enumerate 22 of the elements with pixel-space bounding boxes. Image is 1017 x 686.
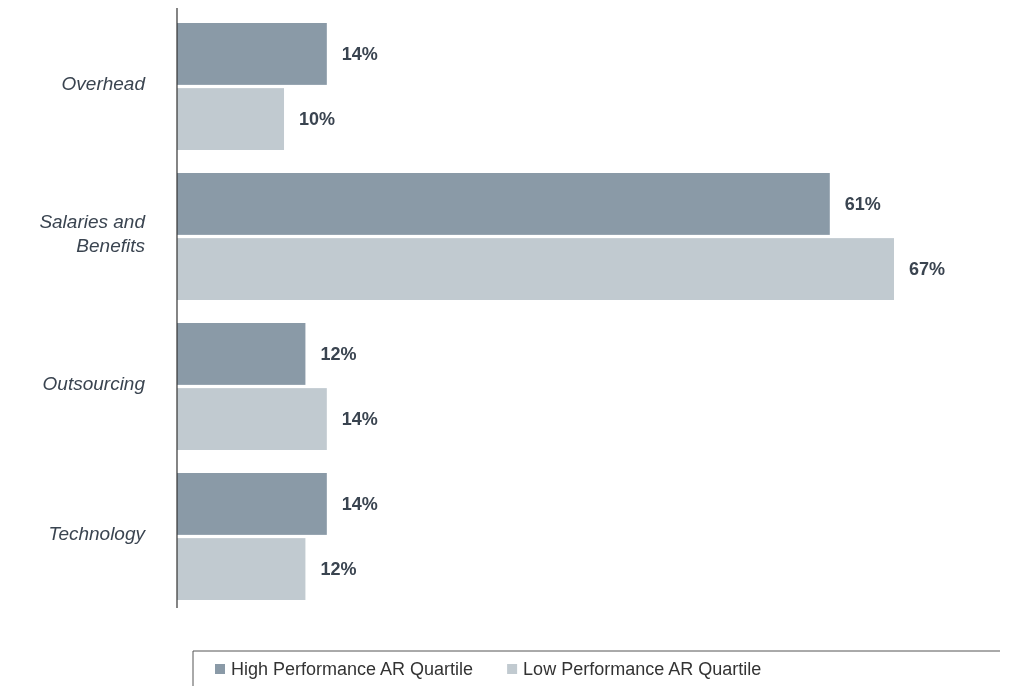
- bar: [177, 23, 327, 85]
- bar: [177, 538, 306, 600]
- data-label: 12%: [320, 344, 357, 365]
- data-label: 14%: [341, 409, 378, 430]
- data-label: 10%: [299, 109, 336, 130]
- y-tick-label: Technology: [48, 523, 147, 544]
- legend-label: High Performance AR Quartile: [231, 659, 474, 679]
- bar: [177, 173, 830, 235]
- data-label: 14%: [341, 494, 378, 515]
- data-label: 12%: [320, 559, 357, 580]
- bar: [177, 388, 327, 450]
- bar: [177, 238, 894, 300]
- bar: [177, 323, 306, 385]
- y-tick-label: Overhead: [61, 73, 147, 94]
- y-tick-label: Outsourcing: [42, 373, 146, 394]
- bar: [177, 473, 327, 535]
- data-label: 67%: [909, 259, 946, 280]
- bar: [177, 88, 285, 150]
- y-tick-label: Salaries and Benefits: [39, 211, 147, 256]
- legend-label: Low Performance AR Quartile: [523, 659, 762, 679]
- data-label: 61%: [844, 194, 881, 215]
- data-label: 14%: [341, 44, 378, 65]
